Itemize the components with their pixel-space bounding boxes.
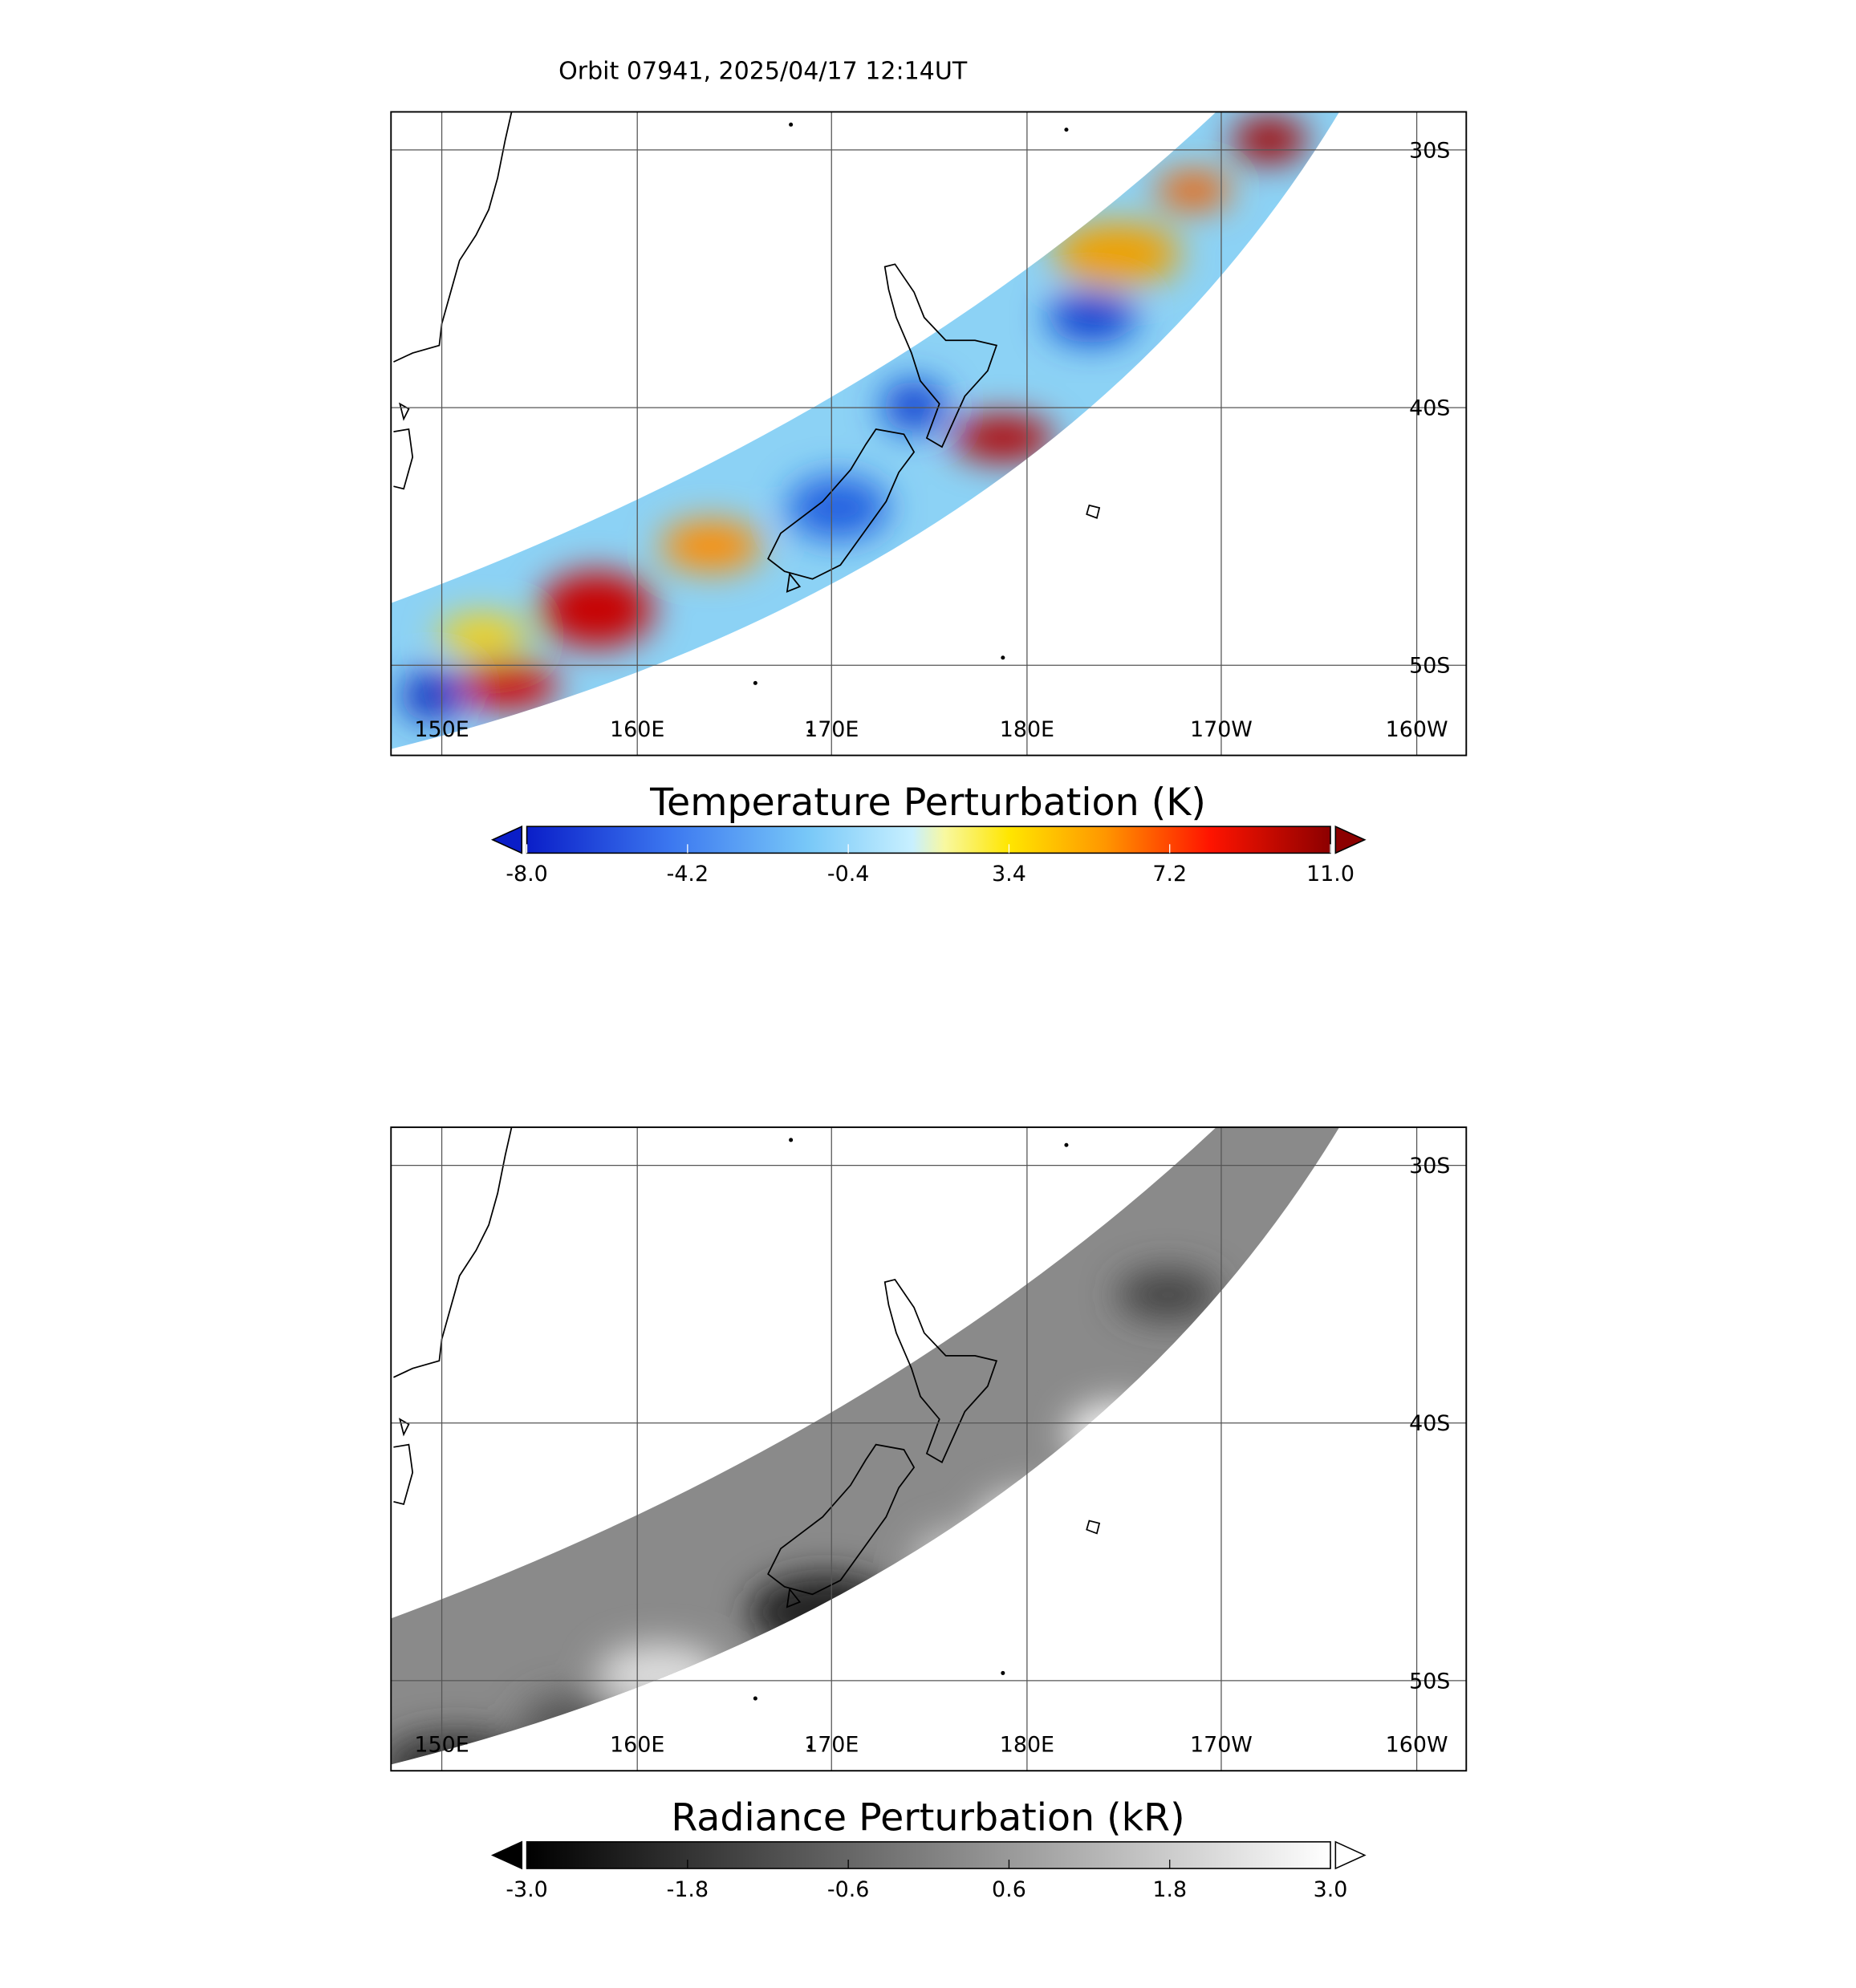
lon-label: 160W [1386,1733,1448,1758]
lon-label: 160E [610,1733,664,1758]
lon-label: 170W [1190,1733,1253,1758]
colorbar-tick-label: -0.4 [827,862,869,886]
colorbar-tick-label: -4.2 [667,862,709,886]
coastline [393,1126,513,1378]
perturbation-blob [596,1644,724,1708]
island [1001,655,1005,660]
island [1064,128,1069,132]
map-panel: 150E 160E 170E 180E 170W 160W 30S 40S 50S Radianc… [390,1126,1468,1902]
perturbation-blob [749,1574,902,1650]
lon-label: 170W [1190,717,1253,742]
coastline [1086,1519,1101,1535]
map-frame [390,1126,1468,1772]
lon-label: 160W [1386,717,1448,742]
colorbar-extend-low [490,1840,523,1870]
colorbar-tick-label: -0.6 [827,1877,869,1902]
perturbation-blob [1054,222,1181,286]
coastline [399,402,410,421]
coastline [767,428,916,580]
perturbation-blob [786,476,889,540]
colorbar [526,826,1331,854]
colorbar-tick-label: 3.0 [1314,1877,1348,1902]
perturbation-blob [457,663,559,709]
island [1064,1142,1069,1147]
colorbar-tick-label: 7.2 [1152,862,1187,886]
lat-label: 30S [1409,1154,1450,1179]
colorbar-title: Radiance Perturbation (kR) [671,1796,1184,1840]
coastline [1086,504,1101,519]
blobs [400,116,1308,721]
perturbation-blob [1066,1402,1168,1467]
colorbar-tick-label: 0.6 [992,1877,1026,1902]
perturbation-blob [882,380,946,432]
coastline [883,263,998,448]
lat-label: 40S [1409,1411,1450,1436]
perturbation-blob [977,1491,1105,1556]
island [753,1696,757,1701]
lat-label: 40S [1409,396,1450,421]
coastline [767,1443,916,1596]
lon-label: 170E [804,717,859,742]
island [789,122,794,127]
lat-label: 50S [1409,654,1450,679]
map-panel: 150E 160E 170E 180E 170W 160W 30S 40S 50S Tempera… [390,111,1468,886]
colorbar [526,1841,1331,1869]
lon-label: 170E [804,1733,859,1758]
perturbation-blob [914,1529,1016,1593]
perturbation-blob [400,670,464,721]
perturbation-blob [952,415,1054,461]
colorbar-tick-label: -3.0 [506,1877,547,1902]
colorbar-tick-label: -1.8 [667,1877,709,1902]
coastline [786,1587,802,1609]
coastline [393,428,414,490]
lon-label: 180E [1000,1733,1054,1758]
coastline [399,1418,410,1437]
coastline [393,1443,414,1506]
lon-label: 150E [414,1733,469,1758]
lon-label: 180E [1000,717,1054,742]
map-frame [390,111,1468,757]
colorbar-title: Temperature Perturbation (K) [649,781,1206,825]
island [1001,1670,1005,1675]
figure-title: Orbit 07941, 2025/04/17 12:14UT [558,57,968,85]
colorbar-tick-label: -8.0 [506,862,547,886]
colorbar-extend-low [490,825,523,854]
perturbation-blob [1231,116,1308,163]
colorbar-extend-high [1334,825,1367,854]
lon-label: 160E [610,717,664,742]
perturbation-blob [1047,292,1136,343]
island [807,728,812,734]
colorbar-tick-label: 1.8 [1152,1877,1187,1902]
island [789,1138,794,1142]
swath-texture [400,116,1308,721]
perturbation-blob [520,1694,623,1759]
colorbar-tick-label: 3.4 [992,862,1026,886]
island [753,680,757,685]
perturbation-blob [437,615,527,655]
perturbation-blob [1117,1269,1219,1321]
lat-label: 50S [1409,1669,1450,1694]
perturbation-blob [1155,171,1232,210]
perturbation-blob [660,520,762,572]
lat-label: 30S [1409,138,1450,163]
perturbation-blob [539,571,654,648]
coastline [883,1278,998,1464]
lon-label: 150E [414,717,469,742]
coastline [786,572,802,593]
coastline [393,112,513,363]
island [807,1744,812,1749]
swath [391,1127,1340,1765]
colorbar-tick-label: 11.0 [1306,862,1354,886]
colorbar-extend-high [1334,1840,1367,1870]
